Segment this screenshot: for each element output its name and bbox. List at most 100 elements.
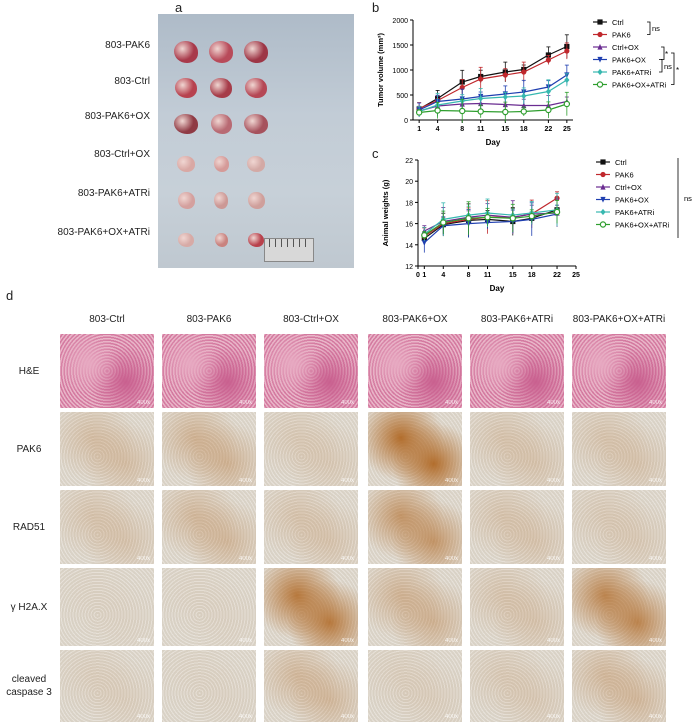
y-tick-label: 14 bbox=[405, 243, 413, 250]
magnification-label: 400x bbox=[546, 714, 560, 720]
ihc-micrograph: 400x bbox=[470, 412, 564, 486]
legend-marker bbox=[600, 196, 606, 203]
data-point bbox=[434, 107, 441, 114]
ihc-micrograph: 400x bbox=[368, 412, 462, 486]
magnification-label: 400x bbox=[340, 714, 354, 720]
ihc-micrograph: 400x bbox=[162, 412, 256, 486]
ihc-micrograph: 400x bbox=[162, 650, 256, 722]
data-point bbox=[484, 214, 491, 221]
y-tick-label: 20 bbox=[405, 179, 413, 186]
ihc-micrograph: 400x bbox=[368, 334, 462, 408]
data-point bbox=[521, 69, 527, 75]
tumor-sample bbox=[245, 78, 267, 98]
y-tick-label: 22 bbox=[405, 158, 413, 165]
data-point bbox=[459, 107, 466, 115]
legend-marker bbox=[597, 56, 603, 63]
magnification-label: 400x bbox=[136, 714, 150, 720]
ihc-micrograph: 400x bbox=[572, 490, 666, 564]
magnification-label: 400x bbox=[546, 638, 560, 644]
data-point bbox=[545, 106, 552, 114]
magnification-label: 400x bbox=[238, 638, 252, 644]
photo-row-label: 803-Ctrl bbox=[114, 76, 150, 87]
significance-bracket bbox=[647, 21, 651, 35]
tumor-sample bbox=[247, 191, 265, 209]
x-tick-label: 15 bbox=[509, 272, 517, 279]
data-point bbox=[465, 215, 472, 222]
tumor-sample bbox=[209, 41, 233, 63]
ihc-micrograph: 400x bbox=[162, 568, 256, 646]
tumor-sample bbox=[247, 156, 265, 172]
data-point bbox=[509, 215, 516, 222]
x-tick-label: 25 bbox=[572, 272, 580, 279]
ihc-micrograph: 400x bbox=[572, 412, 666, 486]
legend-marker bbox=[597, 43, 603, 50]
data-point bbox=[520, 108, 527, 115]
x-tick-label: 4 bbox=[436, 126, 440, 133]
data-point bbox=[553, 208, 561, 216]
ihc-column-label: 803-Ctrl bbox=[89, 314, 125, 325]
data-point bbox=[502, 93, 508, 101]
y-axis-label: Animal weights (g) bbox=[381, 179, 390, 246]
legend-label: Ctrl bbox=[612, 18, 624, 27]
magnification-label: 400x bbox=[340, 556, 354, 562]
legend-label: Ctrl+OX bbox=[612, 43, 639, 52]
magnification-label: 400x bbox=[340, 478, 354, 484]
series-line bbox=[418, 45, 568, 110]
ihc-row-label: cleaved caspase 3 bbox=[6, 674, 52, 698]
ihc-micrograph: 400x bbox=[572, 650, 666, 722]
legend-label: PAK6+ATRi bbox=[615, 208, 654, 217]
significance-label: * bbox=[665, 50, 668, 59]
panel-letter-d: d bbox=[6, 288, 14, 303]
ihc-micrograph: 400x bbox=[60, 650, 154, 722]
ihc-micrograph: 400x bbox=[60, 490, 154, 564]
magnification-label: 400x bbox=[444, 714, 458, 720]
x-tick-label: 25 bbox=[563, 126, 571, 133]
tumor-sample bbox=[177, 156, 195, 172]
data-point bbox=[502, 108, 509, 116]
tumor-sample bbox=[178, 233, 194, 247]
magnification-label: 400x bbox=[238, 556, 252, 562]
y-tick-label: 16 bbox=[405, 222, 413, 229]
data-point bbox=[421, 232, 428, 239]
tumor-sample bbox=[214, 233, 228, 247]
ihc-micrograph: 400x bbox=[264, 568, 358, 646]
series-line bbox=[418, 74, 568, 111]
x-tick-label: 4 bbox=[441, 272, 445, 279]
x-axis-label: Day bbox=[486, 138, 501, 147]
tumor-volume-chart: 0 500 1000 1500 2000 1 4 8 11 15 18 22 25 Day Tumor vo… bbox=[376, 18, 679, 147]
x-tick-label: 22 bbox=[553, 272, 561, 279]
legend-label: PAK6 bbox=[612, 31, 631, 40]
tumor-sample bbox=[174, 114, 198, 134]
photo-row-label: 803-PAK6+OX+ATRi bbox=[57, 227, 150, 238]
tumor-sample bbox=[210, 114, 232, 134]
tumor-sample bbox=[244, 41, 268, 63]
y-tick-label: 2000 bbox=[392, 18, 408, 25]
x-tick-label: 11 bbox=[477, 126, 485, 133]
magnification-label: 400x bbox=[238, 714, 252, 720]
magnification-label: 400x bbox=[546, 478, 560, 484]
data-point bbox=[421, 240, 427, 246]
y-tick-label: 1500 bbox=[392, 43, 408, 50]
data-point bbox=[564, 76, 570, 84]
magnification-label: 400x bbox=[238, 478, 252, 484]
tumor-sample bbox=[213, 156, 229, 172]
data-point bbox=[545, 88, 551, 95]
magnification-label: 400x bbox=[444, 478, 458, 484]
significance-label: ns bbox=[684, 194, 692, 203]
ihc-micrograph: 400x bbox=[470, 334, 564, 408]
panel-letter-b: b bbox=[372, 0, 380, 15]
significance-bracket bbox=[659, 59, 663, 73]
ihc-micrograph: 400x bbox=[470, 490, 564, 564]
data-point bbox=[478, 76, 484, 82]
magnification-label: 400x bbox=[136, 638, 150, 644]
x-tick-label: 1 bbox=[422, 272, 426, 279]
ihc-row-label: γ H2A.X bbox=[10, 602, 48, 613]
magnification-label: 400x bbox=[136, 478, 150, 484]
magnification-label: 400x bbox=[444, 638, 458, 644]
significance-label: ns bbox=[664, 62, 672, 71]
y-tick-label: 18 bbox=[405, 200, 413, 207]
data-point bbox=[545, 57, 551, 63]
legend-marker bbox=[600, 208, 606, 216]
legend-label: Ctrl+OX bbox=[615, 183, 642, 192]
magnification-label: 400x bbox=[238, 400, 252, 406]
